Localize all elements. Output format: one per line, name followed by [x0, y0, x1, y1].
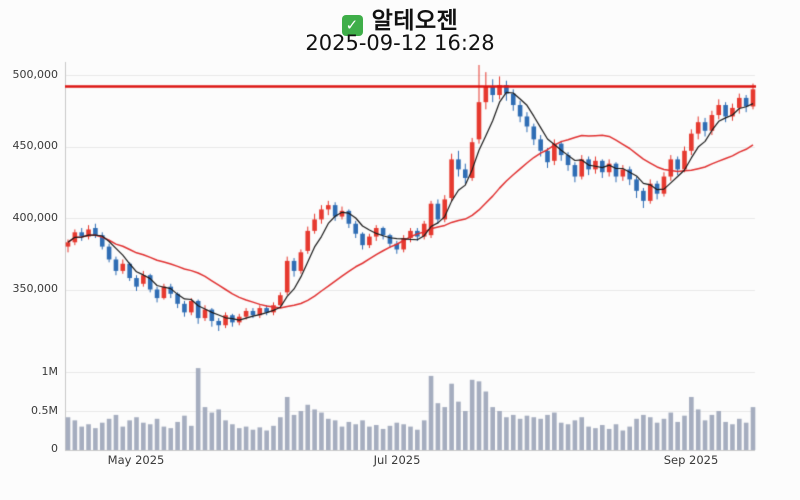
price-axis-label-350000: 350,000	[12, 282, 59, 295]
price-axis-label-500000: 500,000	[12, 68, 59, 81]
chart-title: ✓ 알테오젠	[0, 1, 800, 36]
stock-name: 알테오젠	[371, 8, 459, 34]
chart-timestamp: 2025-09-12 16:28	[305, 31, 495, 55]
green-checkbox-icon: ✓	[341, 15, 363, 36]
x-axis-label-may-2025: May 2025	[107, 453, 165, 467]
volume-axis-label-1m: 1M	[41, 365, 59, 378]
volume-axis-label-0-5m: 0.5M	[31, 404, 58, 417]
price-axis-label-400000: 400,000	[12, 211, 59, 224]
volume-axis-label-0: 0	[51, 442, 58, 455]
price-axis-label-450000: 450,000	[12, 139, 59, 152]
x-axis-label-jul-2025: Jul 2025	[373, 453, 421, 467]
x-axis-label-sep-2025: Sep 2025	[663, 453, 719, 467]
